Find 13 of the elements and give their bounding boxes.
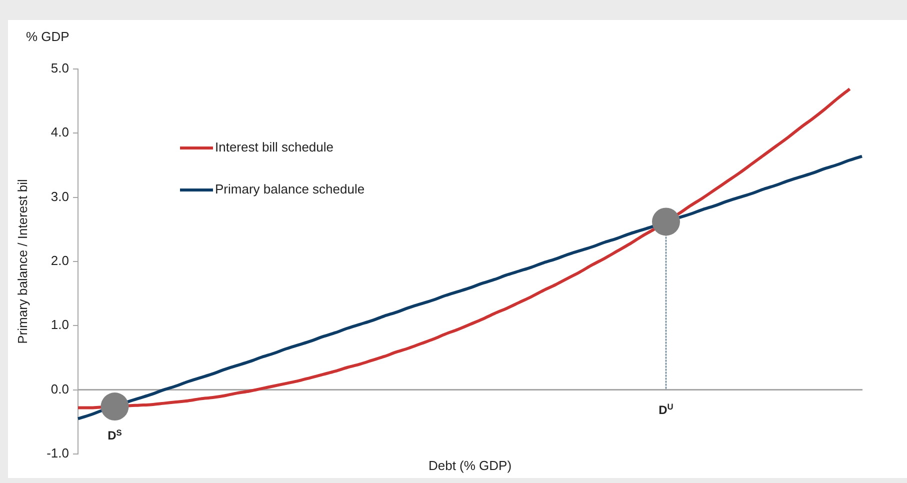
line-series [76,154,864,420]
legend-label: Primary balance schedule [215,182,365,197]
legend-label: Interest bill schedule [215,140,334,155]
y-tick-label: 3.0 [50,188,69,204]
y-tick-label: 2.0 [50,253,69,268]
x-axis-title: Debt (% GDP) [428,458,512,473]
y-tick-label: 4.0 [50,124,69,140]
y-tick-label: -1.0 [46,446,69,461]
chart-subtitle: % GDP [26,29,70,44]
y-axis-title: Primary balance / Interest bil [15,179,30,344]
y-tick-label: 1.0 [50,317,69,332]
y-tick-label: 0.0 [50,381,69,396]
y-tick-label: 5.0 [50,60,69,76]
